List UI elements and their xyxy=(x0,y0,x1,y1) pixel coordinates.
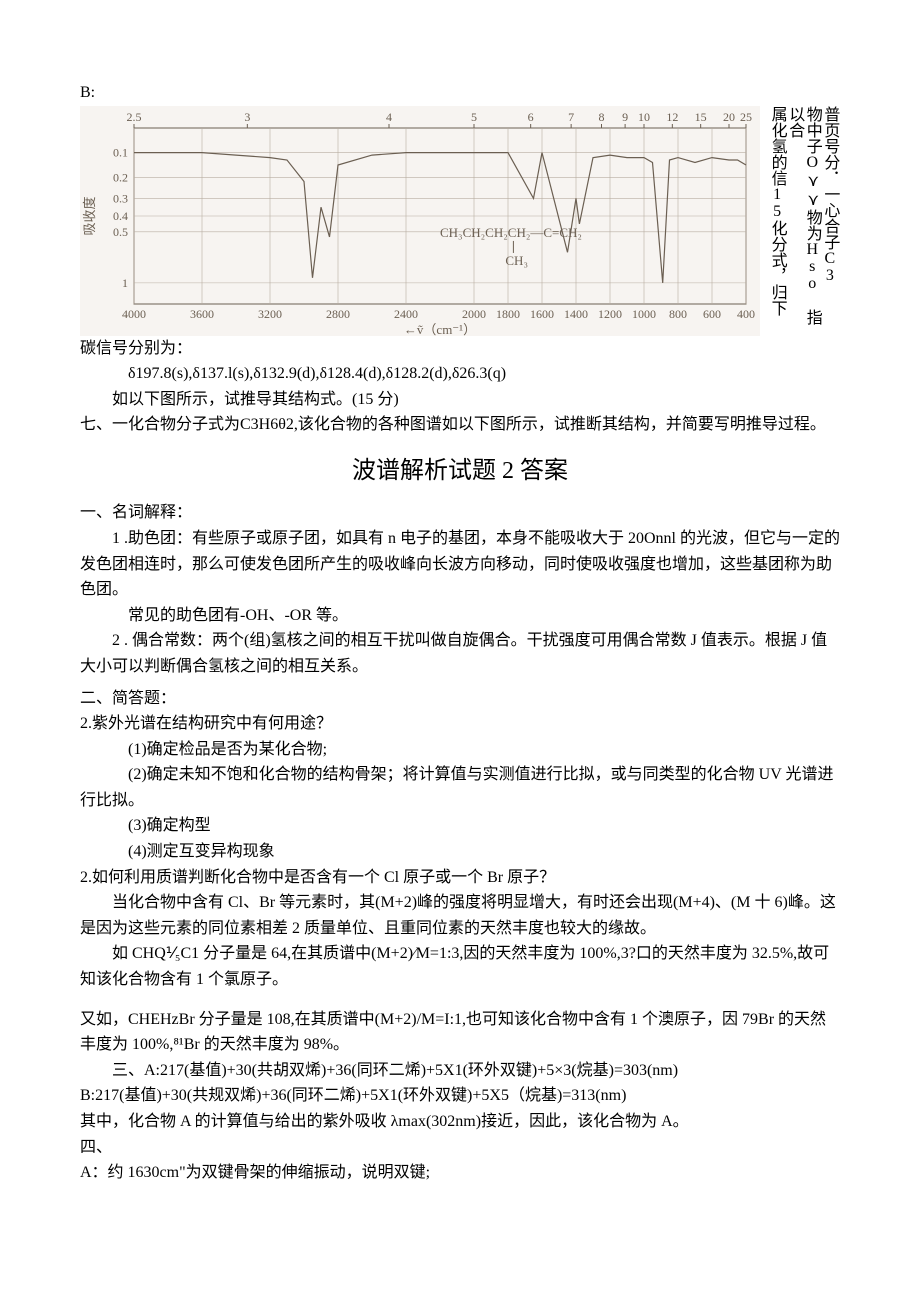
svg-text:15: 15 xyxy=(695,110,707,124)
section-4-a: A：约 1630cm"为双键骨架的伸缩振动，说明双键; xyxy=(80,1160,840,1186)
svg-text:7: 7 xyxy=(568,110,574,124)
svg-text:1800: 1800 xyxy=(496,307,520,321)
ir-spectrum-chart: 2.5 3 4 5 6 7 8 9 10 12 15 20 25 4000 3600 3200 2800 2400… xyxy=(80,106,760,336)
svg-text:20: 20 xyxy=(723,110,735,124)
svg-text:8: 8 xyxy=(599,110,605,124)
section-2-heading: 二、简答题： xyxy=(80,686,840,712)
svg-text:400: 400 xyxy=(737,307,755,321)
svg-text:0.3: 0.3 xyxy=(113,191,128,205)
svg-text:2000: 2000 xyxy=(462,307,486,321)
term-coupling-constant: 2 . 偶合常数：两个(组)氢核之间的相互干扰叫做自旋偶合。干扰强度可用偶合常数… xyxy=(80,628,840,679)
svg-text:600: 600 xyxy=(703,307,721,321)
q-ms-halogen: 2.如何利用质谱判断化合物中是否含有一个 Cl 原子或一个 Br 原子？ xyxy=(80,865,840,891)
svg-text:1200: 1200 xyxy=(598,307,622,321)
chart-row: 2.5 3 4 5 6 7 8 9 10 12 15 20 25 4000 3600 3200 2800 2400… xyxy=(80,106,840,336)
svg-text:3: 3 xyxy=(244,110,250,124)
svg-text:1: 1 xyxy=(122,275,128,289)
svg-text:800: 800 xyxy=(669,307,687,321)
term-auxochrome-examples: 常见的助色团有-OH、-OR 等。 xyxy=(80,603,840,629)
ms-halogen-explain: 当化合物中含有 Cl、Br 等元素时，其(M+2)峰的强度将明显增大，有时还会出… xyxy=(80,890,840,941)
svg-text:2.5: 2.5 xyxy=(127,110,142,124)
term-auxochrome: 1 .助色团：有些原子或原子团，如具有 n 电子的基团，本身不能吸收大于 20O… xyxy=(80,526,840,603)
svg-text:4: 4 xyxy=(386,110,392,124)
svg-text:1400: 1400 xyxy=(564,307,588,321)
section-3-calc-a: 三、A:217(基值)+30(共胡双烯)+36(同环二烯)+5X1(环外双键)+… xyxy=(80,1058,840,1084)
ms-cl-example: 如 CHQ⅟₅C1 分子量是 64,在其质谱中(M+2)⁄M=1:3,因的天然丰… xyxy=(80,941,840,992)
svg-text:12: 12 xyxy=(666,110,678,124)
ir-chart-wrap: 2.5 3 4 5 6 7 8 9 10 12 15 20 25 4000 3600 3200 2800 2400… xyxy=(80,106,760,336)
section-3-calc-b: B:217(基值)+30(共规双烯)+36(同环二烯)+5X1(环外双键)+5X… xyxy=(80,1083,840,1109)
svg-text:10: 10 xyxy=(638,110,650,124)
svg-text:0.4: 0.4 xyxy=(113,209,128,223)
svg-text:9: 9 xyxy=(622,110,628,124)
svg-text:CH₃CH₂CH₂CH₂—C=CH₂: CH₃CH₂CH₂CH₂—C=CH₂ xyxy=(440,225,582,240)
uv-use-2: (2)确定未知不饱和化合物的结构骨架；将计算值与实测值进行比拟，或与同类型的化合… xyxy=(80,762,840,813)
carbon-signal-intro: 碳信号分别为： xyxy=(80,336,840,362)
answers-title: 波谱解析试题 2 答案 xyxy=(80,452,840,490)
svg-text:2800: 2800 xyxy=(326,307,350,321)
section-1-heading: 一、名词解释： xyxy=(80,500,840,526)
section-3-conclusion: 其中，化合物 A 的计算值与给出的紫外吸收 λmax(302nm)接近，因此，该… xyxy=(80,1109,840,1135)
svg-text:6: 6 xyxy=(528,110,534,124)
uv-use-1: (1)确定检品是否为某化合物; xyxy=(80,737,840,763)
svg-text:3600: 3600 xyxy=(190,307,214,321)
svg-text:0.2: 0.2 xyxy=(113,170,128,184)
svg-text:4000: 4000 xyxy=(122,307,146,321)
vertical-text-block: 属化氢的信15化分式，归下 物中子O⋎⋎物为Hso 指以合 普页号分．一心合子C… xyxy=(768,106,838,326)
vertical-col-3: 普页号分．一心合子C3 xyxy=(821,106,839,326)
svg-text:←ṽ（cm⁻¹）: ←ṽ（cm⁻¹） xyxy=(404,322,476,336)
svg-text:1600: 1600 xyxy=(530,307,554,321)
question-seven: 七、一化合物分子式为C3H6θ2,该化合物的各种图谱如以下图所示，试推断其结构，… xyxy=(80,412,840,438)
ms-br-example: 又如，CHEHzBr 分子量是 108,在其质谱中(M+2)/M=I:1,也可知… xyxy=(80,1007,840,1058)
svg-text:0.5: 0.5 xyxy=(113,224,128,238)
carbon-signal-values: δ197.8(s),δ137.l(s),δ132.9(d),δ128.4(d),… xyxy=(80,361,840,387)
vertical-col-2: 物中子O⋎⋎物为Hso 指以合 xyxy=(786,106,821,326)
svg-text:吸收度: 吸收度 xyxy=(82,196,97,235)
svg-text:25: 25 xyxy=(740,110,752,124)
section-4-heading: 四、 xyxy=(80,1135,840,1161)
svg-text:CH₃: CH₃ xyxy=(505,253,528,268)
svg-text:0.1: 0.1 xyxy=(113,145,128,159)
svg-text:3200: 3200 xyxy=(258,307,282,321)
svg-text:1000: 1000 xyxy=(632,307,656,321)
svg-text:5: 5 xyxy=(471,110,477,124)
uv-use-3: (3)确定构型 xyxy=(80,813,840,839)
q-uv-uses: 2.紫外光谱在结构研究中有何用途？ xyxy=(80,711,840,737)
svg-text:2400: 2400 xyxy=(394,307,418,321)
vertical-col-1: 属化氢的信15化分式，归下 xyxy=(768,106,786,326)
derive-structure-prompt: 如以下图所示，试推导其结构式。(15 分) xyxy=(80,387,840,413)
label-b: B: xyxy=(80,80,840,106)
uv-use-4: (4)测定互变异构现象 xyxy=(80,839,840,865)
